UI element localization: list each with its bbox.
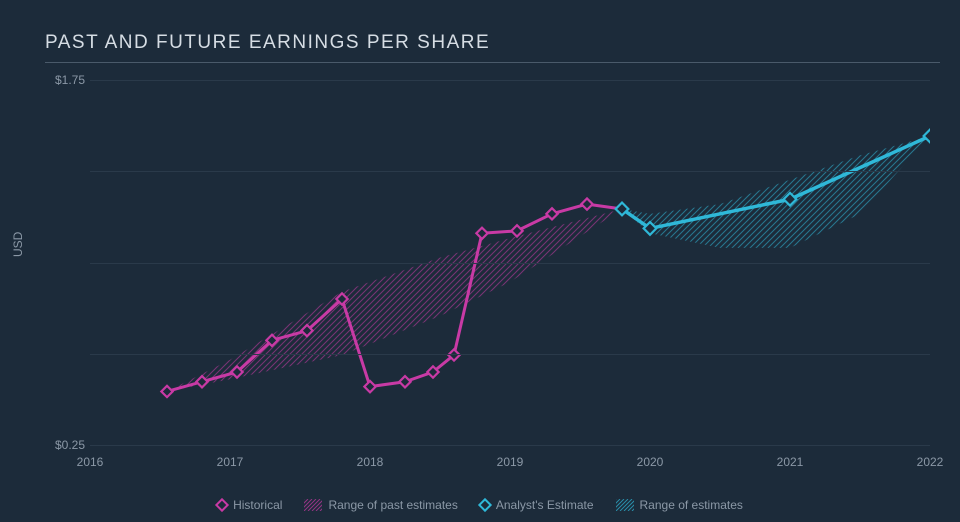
- legend-item: Historical: [217, 498, 282, 512]
- gridline: [90, 80, 930, 81]
- x-tick-label: 2016: [77, 455, 104, 469]
- gridline: [90, 445, 930, 446]
- x-tick-label: 2021: [777, 455, 804, 469]
- x-tick-label: 2019: [497, 455, 524, 469]
- gridline: [90, 354, 930, 355]
- plot-area: [90, 80, 930, 445]
- legend-marker-hatch: [304, 499, 322, 511]
- legend-label: Analyst's Estimate: [496, 498, 594, 512]
- series-marker: [511, 225, 522, 236]
- x-tick-label: 2020: [637, 455, 664, 469]
- y-tick-label: $1.75: [35, 73, 85, 87]
- series-marker: [364, 381, 375, 392]
- range-area: [622, 136, 930, 248]
- series-marker: [581, 198, 592, 209]
- series-marker: [399, 376, 410, 387]
- series-marker: [161, 386, 172, 397]
- range-area: [167, 209, 622, 392]
- legend-item: Analyst's Estimate: [480, 498, 594, 512]
- x-tick-label: 2017: [217, 455, 244, 469]
- title-underline: [45, 62, 940, 63]
- legend-marker-hatch: [616, 499, 634, 511]
- legend-marker-diamond: [215, 498, 229, 512]
- legend: Historical Range of past estimates Analyst…: [0, 498, 960, 512]
- y-tick-label: $0.25: [35, 438, 85, 452]
- x-tick-label: 2022: [917, 455, 944, 469]
- legend-marker-diamond: [478, 498, 492, 512]
- series-marker: [476, 228, 487, 239]
- chart-container: PAST AND FUTURE EARNINGS PER SHARE USD H…: [0, 0, 960, 522]
- legend-item: Range of estimates: [616, 498, 743, 512]
- series-marker: [546, 208, 557, 219]
- y-axis-label: USD: [11, 232, 25, 257]
- gridline: [90, 263, 930, 264]
- x-tick-label: 2018: [357, 455, 384, 469]
- gridline: [90, 171, 930, 172]
- legend-item: Range of past estimates: [304, 498, 457, 512]
- chart-title: PAST AND FUTURE EARNINGS PER SHARE: [45, 32, 490, 54]
- legend-label: Range of estimates: [640, 498, 743, 512]
- legend-label: Range of past estimates: [328, 498, 457, 512]
- legend-label: Historical: [233, 498, 282, 512]
